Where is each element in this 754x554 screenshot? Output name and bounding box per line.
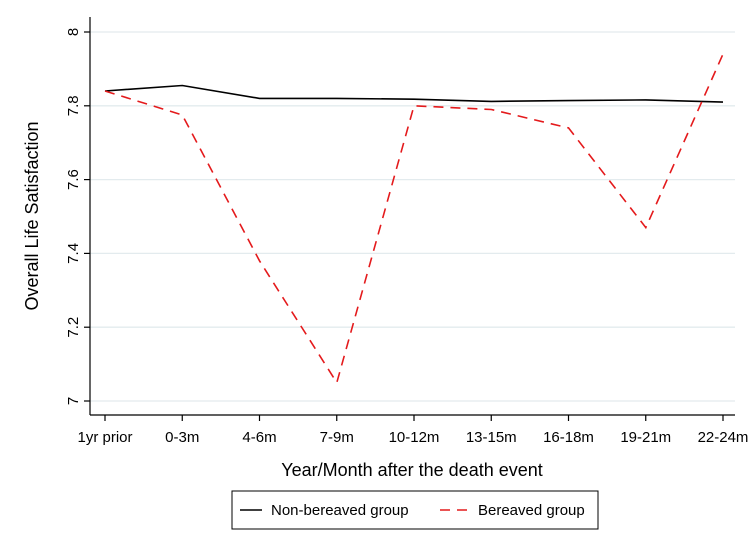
- y-tick-label-0: 7: [65, 397, 82, 405]
- y-tick-label-5: 8: [65, 28, 82, 36]
- y-tick-label-2: 7.4: [65, 243, 82, 264]
- x-tick-label-8: 22-24m: [698, 429, 749, 446]
- x-tick-label-6: 16-18m: [543, 429, 594, 446]
- legend: Non-bereaved group Bereaved group: [231, 490, 599, 530]
- x-tick-label-3: 7-9m: [320, 429, 354, 446]
- legend-label-non-bereaved: Non-bereaved group: [271, 502, 409, 519]
- y-axis-title: Overall Life Satisfaction: [22, 121, 42, 310]
- series-line-non-bereaved: [104, 84, 724, 103]
- y-tick-label-3: 7.6: [65, 169, 82, 190]
- gridlines: [90, 31, 735, 402]
- y-axis-ticks: 7 7.2 7.4 7.6 7.8 8: [65, 28, 90, 405]
- series-lines: [104, 53, 724, 385]
- x-tick-label-7: 19-21m: [620, 429, 671, 446]
- x-tick-label-0: 1yr prior: [77, 429, 132, 446]
- legend-label-bereaved: Bereaved group: [478, 502, 585, 519]
- legend-box: [231, 490, 599, 530]
- series-line-bereaved: [104, 53, 724, 385]
- x-tick-label-2: 4-6m: [242, 429, 276, 446]
- x-tick-label-5: 13-15m: [466, 429, 517, 446]
- y-tick-label-1: 7.2: [65, 317, 82, 338]
- x-axis-ticks: 1yr prior 0-3m 4-6m 7-9m 10-12m 13-15m 16-18m 1…: [77, 415, 748, 446]
- x-axis-title: Year/Month after the death event: [281, 460, 543, 480]
- y-tick-label-4: 7.8: [65, 95, 82, 116]
- x-tick-label-4: 10-12m: [389, 429, 440, 446]
- axes: [89, 17, 735, 416]
- x-tick-label-1: 0-3m: [165, 429, 199, 446]
